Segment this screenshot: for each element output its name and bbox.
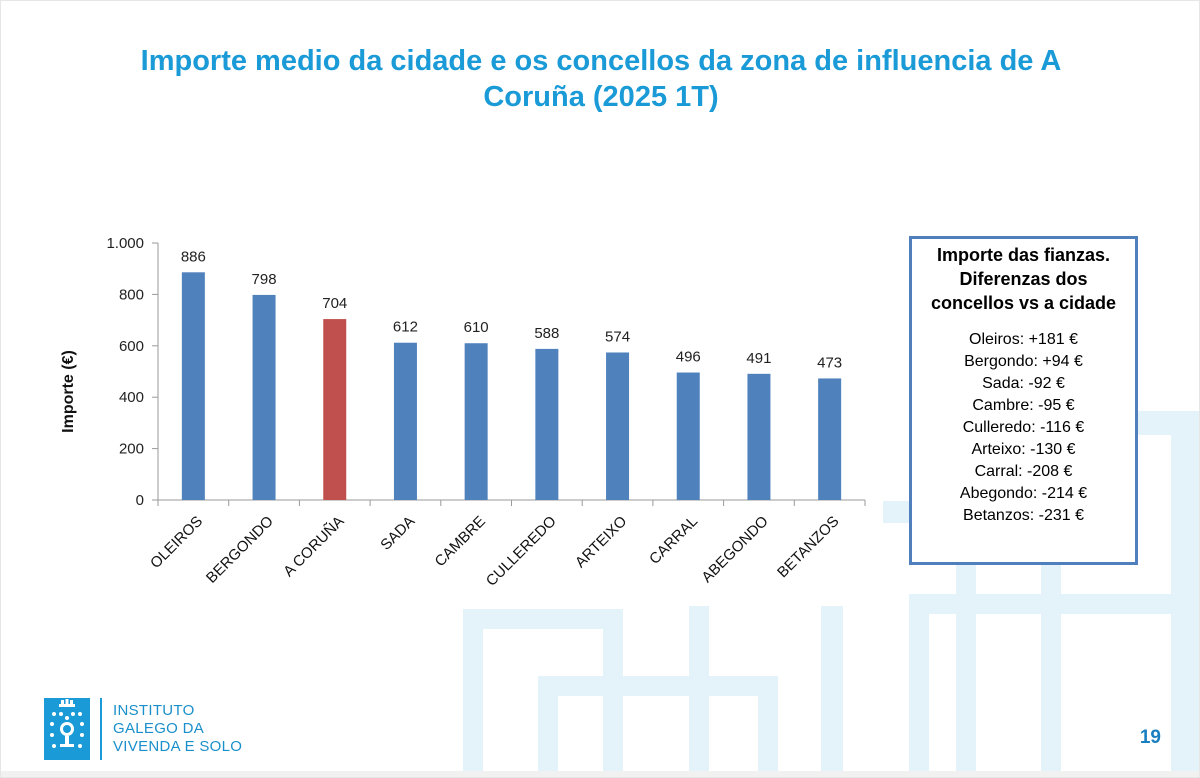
category-label: CAMBRE bbox=[432, 513, 489, 570]
difference-item: Arteixo: -130 € bbox=[971, 441, 1076, 458]
category-label: BETANZOS bbox=[774, 513, 842, 581]
bar bbox=[747, 373, 771, 500]
bar bbox=[181, 272, 205, 500]
data-label: 491 bbox=[746, 350, 771, 367]
category-label: A CORUÑA bbox=[280, 513, 347, 580]
differences-box-title: Importe das fianzas. Diferenzas dos conc… bbox=[930, 245, 1117, 313]
bar bbox=[606, 352, 630, 500]
category-label: CARRAL bbox=[646, 513, 701, 568]
bar bbox=[323, 319, 347, 500]
bar bbox=[252, 294, 276, 500]
data-label: 612 bbox=[393, 319, 418, 336]
difference-item: Betanzos: -231 € bbox=[963, 507, 1084, 524]
institute-logo: INSTITUTO GALEGO DA VIVENDA E SOLO bbox=[44, 698, 304, 762]
category-label: ABEGONDO bbox=[698, 513, 771, 586]
difference-item: Culleredo: -116 € bbox=[962, 419, 1085, 436]
bar bbox=[818, 378, 842, 500]
difference-item: Carral: -208 € bbox=[974, 463, 1073, 480]
category-label: OLEIROS bbox=[147, 513, 206, 572]
data-label: 473 bbox=[817, 354, 842, 371]
y-tick-label: 600 bbox=[119, 338, 144, 355]
data-label: 886 bbox=[181, 248, 206, 265]
data-label: 610 bbox=[464, 319, 489, 336]
category-label: SADA bbox=[377, 513, 418, 554]
data-label: 588 bbox=[534, 325, 559, 342]
category-label: BERGONDO bbox=[203, 513, 277, 587]
bar bbox=[676, 372, 700, 500]
data-label: 574 bbox=[605, 328, 630, 345]
difference-item: Sada: -92 € bbox=[982, 375, 1065, 392]
bar bbox=[393, 342, 417, 500]
category-label: CULLEREDO bbox=[483, 513, 560, 590]
bars bbox=[181, 272, 842, 500]
y-tick-label: 0 bbox=[136, 492, 144, 509]
logo-line: VIVENDA E SOLO bbox=[113, 738, 243, 755]
y-axis: 0 200 400 600 800 1.000 Importe (€) bbox=[60, 235, 866, 509]
bar bbox=[535, 348, 559, 500]
difference-item: Oleiros: +181 € bbox=[969, 331, 1078, 348]
data-label: 496 bbox=[676, 349, 701, 366]
difference-item: Cambre: -95 € bbox=[972, 397, 1075, 414]
data-label: 798 bbox=[252, 271, 277, 288]
logo-line: GALEGO DA bbox=[113, 720, 205, 737]
difference-item: Bergondo: +94 € bbox=[964, 353, 1083, 370]
bottom-strip bbox=[1, 771, 1199, 777]
difference-item: Abegondo: -214 € bbox=[959, 485, 1088, 502]
y-tick-label: 200 bbox=[119, 441, 144, 458]
differences-box: Importe das fianzas. Diferenzas dos conc… bbox=[909, 236, 1138, 565]
bar bbox=[464, 343, 488, 500]
slide-title: Importe medio da cidade e os concellos d… bbox=[140, 45, 1062, 113]
page-number: 19 bbox=[1139, 727, 1161, 748]
data-labels: 886 798 704 612 610 588 574 496 491 473 bbox=[181, 248, 842, 371]
differences-list: Oleiros: +181 € Bergondo: +94 € Sada: -9… bbox=[918, 329, 1129, 527]
y-tick-label: 400 bbox=[119, 389, 144, 406]
category-label: ARTEIXO bbox=[572, 513, 630, 571]
data-label: 704 bbox=[322, 295, 347, 312]
y-axis-title: Importe (€) bbox=[60, 350, 77, 433]
coat-of-arms-icon bbox=[44, 698, 90, 760]
y-tick-label: 1.000 bbox=[106, 235, 144, 252]
logo-divider bbox=[100, 698, 102, 760]
logo-text: INSTITUTO GALEGO DA VIVENDA E SOLO bbox=[113, 702, 242, 756]
logo-line: INSTITUTO bbox=[113, 702, 195, 719]
y-tick-label: 800 bbox=[119, 286, 144, 303]
